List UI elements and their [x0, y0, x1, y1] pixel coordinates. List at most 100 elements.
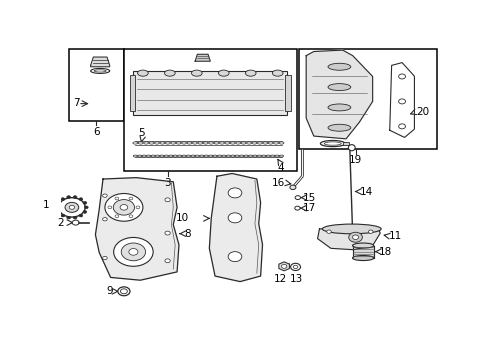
Circle shape [67, 216, 71, 219]
Circle shape [228, 252, 242, 262]
Circle shape [115, 197, 119, 200]
Ellipse shape [275, 155, 279, 157]
Circle shape [115, 215, 119, 218]
Text: 6: 6 [93, 127, 99, 137]
Circle shape [165, 231, 170, 235]
Bar [298, 49, 437, 149]
Ellipse shape [169, 155, 173, 157]
Ellipse shape [144, 142, 148, 144]
Circle shape [399, 99, 406, 104]
Ellipse shape [176, 142, 181, 144]
Ellipse shape [133, 155, 137, 157]
Ellipse shape [328, 84, 351, 91]
Ellipse shape [138, 155, 142, 157]
Ellipse shape [322, 224, 381, 234]
Text: 11: 11 [389, 231, 402, 241]
Ellipse shape [222, 155, 226, 157]
Circle shape [61, 198, 65, 201]
Circle shape [105, 193, 143, 221]
Text: 19: 19 [349, 156, 362, 166]
Ellipse shape [240, 155, 244, 157]
Circle shape [79, 198, 83, 201]
Ellipse shape [257, 142, 262, 144]
Ellipse shape [235, 155, 239, 157]
Ellipse shape [219, 70, 229, 76]
Text: 12: 12 [274, 274, 287, 284]
Circle shape [136, 206, 140, 209]
Ellipse shape [142, 155, 146, 157]
Text: 8: 8 [185, 229, 191, 239]
Ellipse shape [320, 140, 345, 147]
Circle shape [79, 214, 83, 217]
Ellipse shape [244, 155, 248, 157]
Text: 10: 10 [175, 213, 189, 224]
Ellipse shape [182, 142, 187, 144]
Circle shape [165, 259, 170, 263]
Circle shape [83, 211, 87, 213]
Circle shape [61, 214, 65, 217]
Circle shape [129, 248, 138, 255]
Ellipse shape [252, 142, 257, 144]
Ellipse shape [225, 142, 230, 144]
Ellipse shape [209, 155, 213, 157]
Ellipse shape [241, 142, 246, 144]
Ellipse shape [231, 155, 235, 157]
Circle shape [121, 243, 146, 261]
Ellipse shape [263, 142, 268, 144]
Ellipse shape [236, 142, 241, 144]
Circle shape [228, 188, 242, 198]
Ellipse shape [186, 155, 191, 157]
Ellipse shape [187, 142, 192, 144]
Text: 3: 3 [164, 177, 171, 188]
Ellipse shape [155, 155, 160, 157]
Ellipse shape [257, 155, 262, 157]
Ellipse shape [171, 142, 176, 144]
Ellipse shape [138, 142, 143, 144]
Ellipse shape [203, 142, 208, 144]
Ellipse shape [177, 155, 182, 157]
Circle shape [294, 265, 298, 269]
Circle shape [73, 216, 77, 219]
Ellipse shape [266, 155, 270, 157]
Ellipse shape [165, 70, 175, 76]
Ellipse shape [253, 155, 257, 157]
Ellipse shape [191, 155, 195, 157]
Text: 16: 16 [272, 178, 285, 188]
Text: 7: 7 [73, 98, 79, 108]
Ellipse shape [213, 155, 217, 157]
Ellipse shape [272, 70, 283, 76]
Ellipse shape [348, 145, 355, 151]
Text: 18: 18 [378, 247, 392, 257]
Text: 13: 13 [290, 274, 303, 284]
Ellipse shape [204, 155, 208, 157]
Circle shape [83, 201, 87, 204]
Circle shape [102, 194, 107, 197]
Circle shape [399, 74, 406, 79]
Ellipse shape [199, 155, 204, 157]
Ellipse shape [192, 70, 202, 76]
Ellipse shape [198, 142, 203, 144]
Ellipse shape [151, 155, 155, 157]
Circle shape [129, 197, 133, 200]
Polygon shape [318, 228, 380, 250]
Circle shape [57, 201, 61, 204]
Circle shape [114, 238, 153, 266]
Ellipse shape [246, 142, 251, 144]
Polygon shape [195, 54, 210, 61]
Circle shape [69, 206, 74, 209]
Circle shape [108, 206, 112, 209]
Circle shape [290, 185, 296, 190]
Circle shape [120, 204, 128, 210]
Bar [124, 49, 297, 171]
Ellipse shape [230, 142, 235, 144]
Circle shape [281, 264, 287, 268]
Ellipse shape [218, 155, 221, 157]
Ellipse shape [268, 142, 273, 144]
Ellipse shape [209, 142, 214, 144]
Text: 20: 20 [416, 108, 429, 117]
Circle shape [59, 198, 85, 217]
Text: 17: 17 [302, 203, 316, 213]
Circle shape [368, 230, 373, 233]
Ellipse shape [328, 124, 351, 131]
Ellipse shape [352, 243, 374, 248]
